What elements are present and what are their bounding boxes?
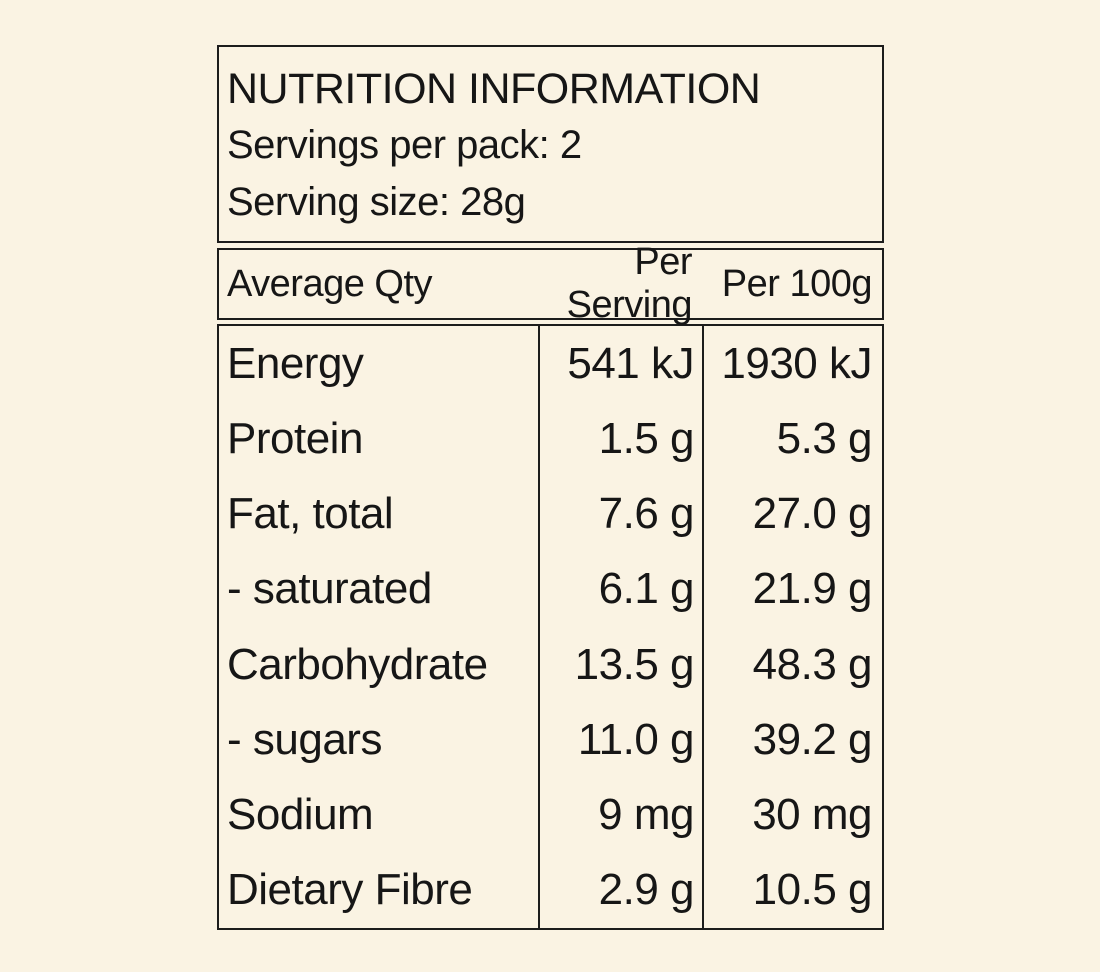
- nutrient-per-100g: 30 mg: [702, 777, 882, 853]
- table-row: - saturated 6.1 g 21.9 g: [219, 551, 882, 627]
- panel-header-section: NUTRITION INFORMATION Servings per pack:…: [217, 45, 884, 243]
- nutrient-per-100g: 5.3 g: [702, 401, 882, 477]
- servings-per-pack-text: Servings per pack: 2: [227, 123, 582, 167]
- nutrient-per-serving: 6.1 g: [538, 551, 702, 627]
- table-row: Carbohydrate 13.5 g 48.3 g: [219, 627, 882, 703]
- nutrient-per-100g: 27.0 g: [702, 476, 882, 552]
- table-row: Energy 541 kJ 1930 kJ: [219, 326, 882, 402]
- nutrient-name: Dietary Fibre: [227, 865, 473, 915]
- nutrient-name: Energy: [227, 338, 364, 388]
- nutrient-name: Carbohydrate: [227, 639, 488, 689]
- table-row: Protein 1.5 g 5.3 g: [219, 401, 882, 477]
- nutrient-per-serving: 541 kJ: [538, 326, 702, 402]
- table-row: Fat, total 7.6 g 27.0 g: [219, 476, 882, 552]
- nutrient-per-100g: 21.9 g: [702, 551, 882, 627]
- nutrient-name: Sodium: [227, 790, 374, 840]
- nutrient-name: Fat, total: [227, 489, 394, 539]
- nutrient-per-serving: 9 mg: [538, 777, 702, 853]
- nutrient-per-serving: 1.5 g: [538, 401, 702, 477]
- nutrient-per-100g: 1930 kJ: [702, 326, 882, 402]
- nutrient-name: Protein: [227, 413, 363, 463]
- table-row: - sugars 11.0 g 39.2 g: [219, 702, 882, 778]
- column-header-average-qty: Average Qty: [227, 262, 433, 305]
- nutrient-per-100g: 10.5 g: [702, 852, 882, 928]
- nutrient-per-serving: 2.9 g: [538, 852, 702, 928]
- table-row: Sodium 9 mg 30 mg: [219, 777, 882, 853]
- nutrient-per-100g: 39.2 g: [702, 702, 882, 778]
- column-header-per-100g: Per 100g: [721, 262, 873, 305]
- nutrient-per-serving: 11.0 g: [538, 702, 702, 778]
- nutrient-name: - saturated: [227, 564, 432, 614]
- nutrient-table: Energy 541 kJ 1930 kJ Protein 1.5 g 5.3 …: [217, 324, 884, 930]
- column-header-row: Average Qty Per Serving Per 100g: [217, 241, 884, 326]
- panel-title: NUTRITION INFORMATION: [227, 65, 761, 113]
- column-header-per-serving: Per Serving: [566, 241, 693, 326]
- nutrient-per-serving: 13.5 g: [538, 627, 702, 703]
- nutrient-per-serving: 7.6 g: [538, 476, 702, 552]
- nutrient-name: - sugars: [227, 714, 382, 764]
- nutrient-per-100g: 48.3 g: [702, 627, 882, 703]
- serving-size-text: Serving size: 28g: [227, 180, 526, 224]
- nutrition-panel: NUTRITION INFORMATION Servings per pack:…: [217, 45, 884, 930]
- table-row: Dietary Fibre 2.9 g 10.5 g: [219, 852, 882, 928]
